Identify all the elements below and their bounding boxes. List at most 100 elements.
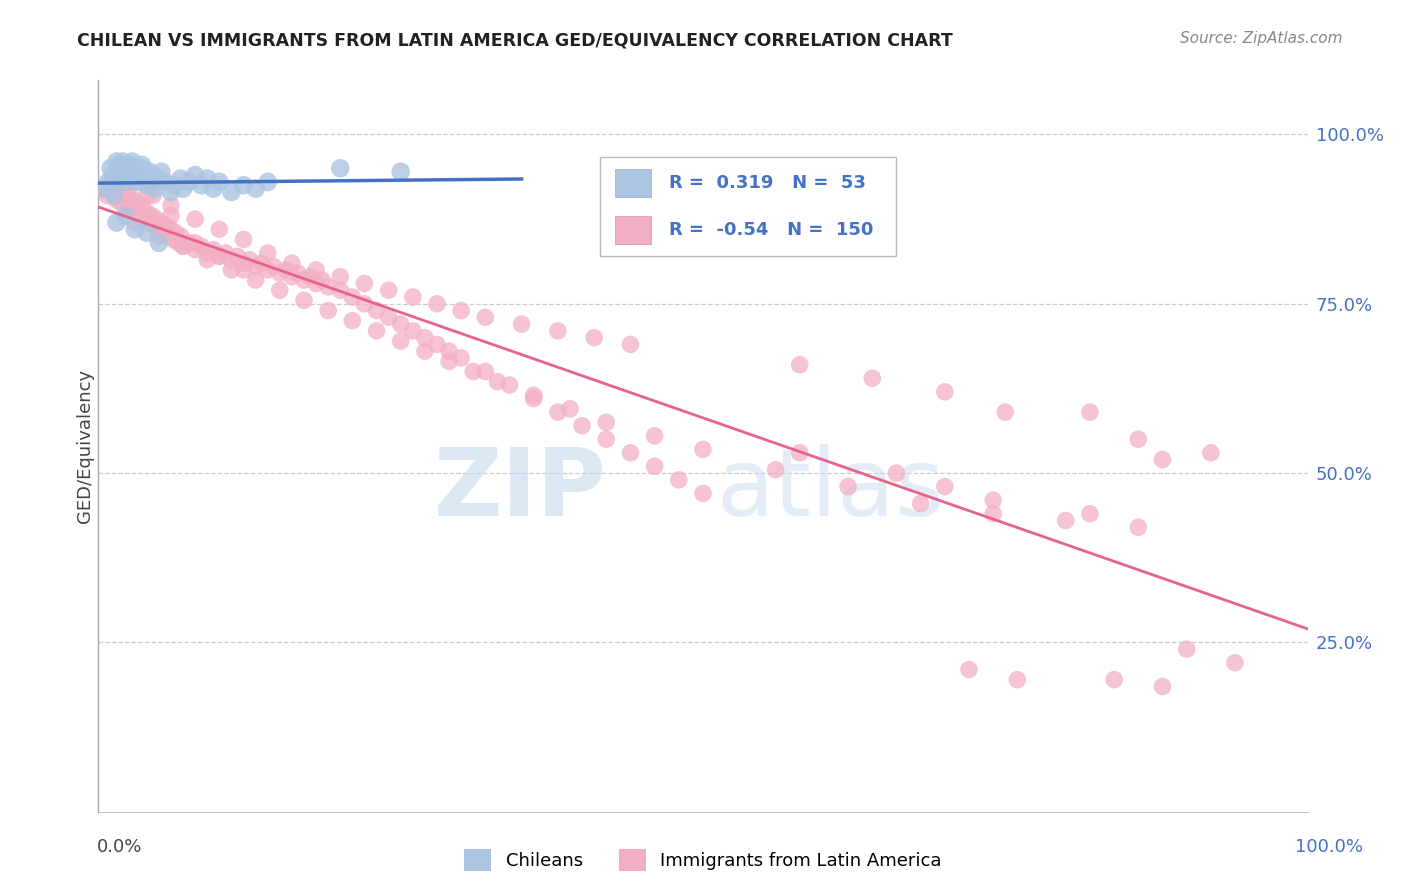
Point — [152, 226, 174, 240]
Point — [765, 463, 787, 477]
Point — [145, 212, 167, 227]
Bar — [614, 169, 651, 196]
Point — [135, 188, 157, 202]
Point — [305, 277, 328, 291]
Point — [281, 269, 304, 284]
Point — [1175, 642, 1198, 657]
Point — [547, 405, 569, 419]
Point — [208, 222, 231, 236]
Point — [127, 195, 149, 210]
Point — [510, 317, 533, 331]
Point — [250, 256, 273, 270]
Point — [1054, 514, 1077, 528]
Point — [108, 195, 131, 210]
Point — [153, 175, 176, 189]
Point — [245, 273, 267, 287]
Point — [162, 232, 184, 246]
Point — [316, 280, 339, 294]
Point — [377, 283, 399, 297]
Point — [100, 175, 122, 189]
Point — [97, 175, 120, 189]
Point — [134, 212, 156, 227]
Text: R =  0.319   N =  53: R = 0.319 N = 53 — [669, 174, 866, 192]
Point — [104, 192, 127, 206]
Point — [981, 493, 1004, 508]
Point — [389, 164, 412, 178]
Point — [232, 178, 254, 193]
Point — [547, 324, 569, 338]
Point — [221, 185, 243, 199]
Point — [139, 175, 162, 189]
Point — [692, 442, 714, 457]
Point — [127, 168, 149, 182]
Point — [202, 243, 225, 257]
Point — [163, 178, 186, 193]
Y-axis label: GED/Equivalency: GED/Equivalency — [76, 369, 94, 523]
Point — [366, 303, 388, 318]
Point — [486, 375, 509, 389]
Point — [474, 310, 496, 325]
Point — [202, 181, 225, 195]
Text: Source: ZipAtlas.com: Source: ZipAtlas.com — [1180, 31, 1343, 46]
Point — [103, 188, 125, 202]
Point — [179, 175, 201, 189]
Point — [124, 222, 146, 236]
Point — [190, 178, 212, 193]
Point — [160, 209, 183, 223]
Point — [160, 198, 183, 212]
Point — [118, 164, 141, 178]
Point — [1102, 673, 1125, 687]
Point — [150, 164, 173, 178]
Point — [112, 168, 135, 182]
Point — [105, 154, 128, 169]
Point — [184, 235, 207, 250]
Point — [595, 432, 617, 446]
Point — [155, 219, 177, 233]
Point — [195, 171, 218, 186]
Point — [131, 158, 153, 172]
Point — [329, 283, 352, 297]
Point — [114, 209, 136, 223]
Point — [117, 188, 139, 202]
Legend: Chileans, Immigrants from Latin America: Chileans, Immigrants from Latin America — [457, 842, 949, 879]
Point — [426, 337, 449, 351]
Point — [100, 161, 122, 176]
Point — [105, 175, 128, 189]
Point — [789, 446, 811, 460]
Text: atlas: atlas — [717, 444, 945, 536]
Point — [101, 185, 124, 199]
Bar — [614, 217, 651, 244]
Point — [107, 178, 129, 193]
Point — [450, 351, 472, 365]
Point — [232, 263, 254, 277]
Point — [115, 175, 138, 189]
Point — [595, 415, 617, 429]
Point — [101, 168, 124, 182]
Point — [148, 235, 170, 250]
Point — [256, 246, 278, 260]
Point — [157, 229, 180, 244]
Point — [128, 209, 150, 223]
Text: 0.0%: 0.0% — [97, 838, 142, 855]
Point — [135, 178, 157, 193]
Point — [619, 337, 641, 351]
Point — [498, 378, 520, 392]
Point — [141, 209, 163, 223]
Point — [121, 154, 143, 169]
Point — [110, 171, 132, 186]
Point — [389, 317, 412, 331]
Point — [135, 205, 157, 219]
Point — [474, 364, 496, 378]
Point — [1078, 405, 1101, 419]
Point — [305, 263, 328, 277]
Point — [377, 310, 399, 325]
Point — [1152, 452, 1174, 467]
Point — [269, 266, 291, 280]
Point — [134, 171, 156, 186]
Point — [167, 235, 190, 250]
Point — [437, 344, 460, 359]
Point — [124, 164, 146, 178]
Point — [184, 168, 207, 182]
Point — [124, 205, 146, 219]
Point — [118, 158, 141, 172]
